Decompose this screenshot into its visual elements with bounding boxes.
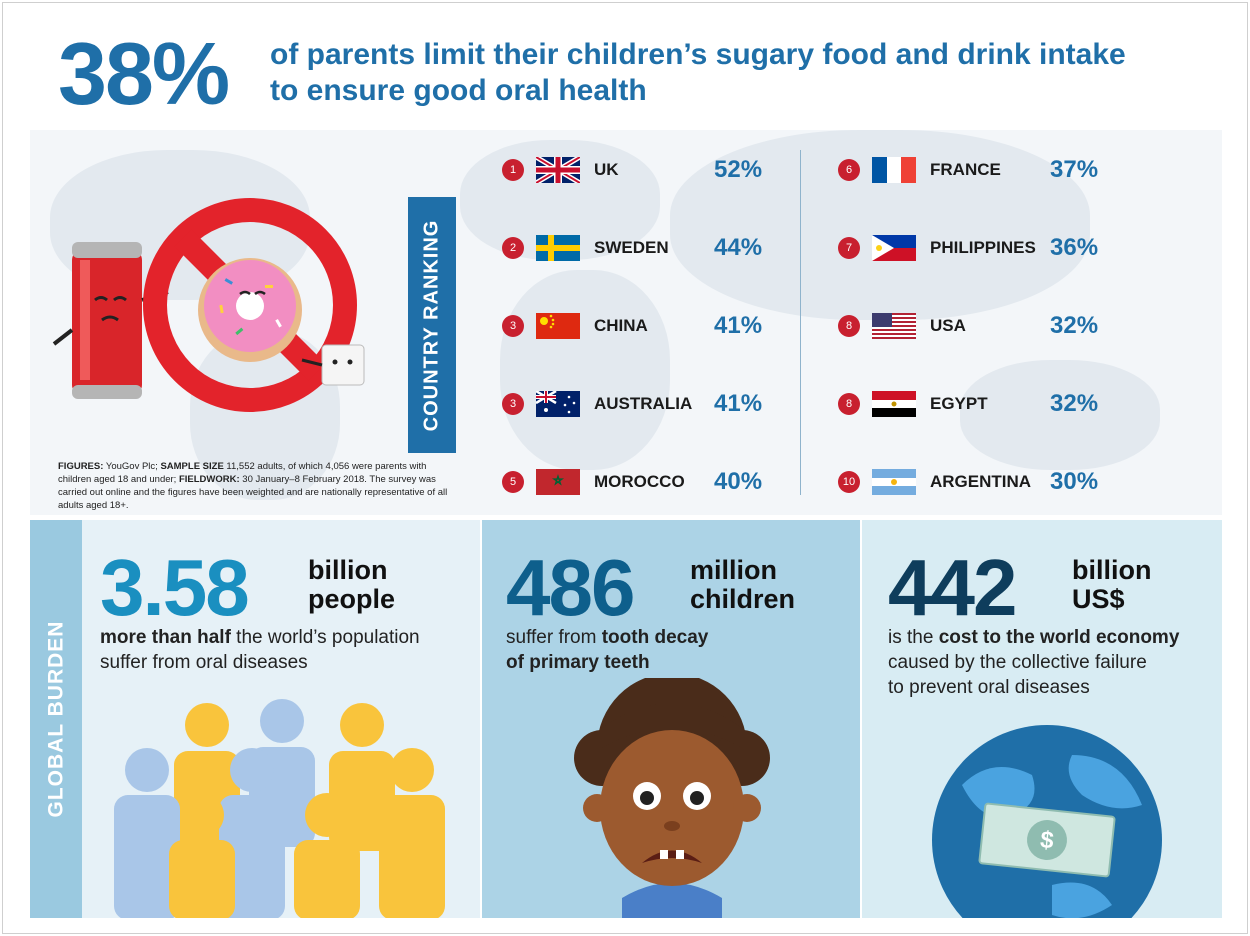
country-percentage: 52% bbox=[714, 156, 763, 183]
country-ranking-label: COUNTRY RANKING bbox=[420, 219, 443, 431]
france-flag-icon bbox=[872, 157, 916, 183]
egypt-flag-icon bbox=[872, 391, 916, 417]
rank-number-badge: 8 bbox=[838, 393, 860, 415]
country-name: CHINA bbox=[594, 316, 648, 335]
country-name: UK bbox=[594, 160, 619, 179]
rank-number-badge: 2 bbox=[502, 237, 524, 259]
ranking-row: 8 EGYPT 32% bbox=[838, 384, 1098, 424]
soda-can-icon bbox=[52, 242, 169, 399]
sugar-cube-icon bbox=[301, 344, 365, 386]
global-burden-label: GLOBAL BURDEN bbox=[44, 620, 68, 818]
ranking-row: 5 MOROCCO 40% bbox=[502, 462, 762, 502]
stat-people-unit-2: people bbox=[308, 584, 396, 614]
rank-number-badge: 3 bbox=[502, 315, 524, 337]
stat-children-panel: 486 million children suffer from tooth d… bbox=[482, 520, 860, 918]
rank-number-badge: 5 bbox=[502, 471, 524, 493]
no-sugar-illustration bbox=[50, 190, 370, 430]
country-percentage: 41% bbox=[714, 390, 763, 417]
rank-number-badge: 10 bbox=[838, 471, 860, 493]
country-name: EGYPT bbox=[930, 394, 988, 413]
ranking-row: 2 SWEDEN 44% bbox=[502, 228, 762, 268]
country-percentage: 30% bbox=[1050, 468, 1099, 495]
country-ranking-bar bbox=[408, 197, 456, 453]
stat-cost-desc-3: to prevent oral diseases bbox=[888, 677, 1090, 698]
country-percentage: 32% bbox=[1050, 312, 1099, 339]
stat-cost-desc-2: caused by the collective failure bbox=[888, 652, 1147, 673]
stat-cost-desc-1: is the cost to the world economy bbox=[888, 627, 1180, 648]
crowd-icon bbox=[114, 699, 445, 918]
ranking-divider bbox=[800, 150, 801, 495]
stat-people-desc-2: suffer from oral diseases bbox=[100, 652, 308, 673]
country-name: ARGENTINA bbox=[930, 472, 1032, 491]
stat-children-desc-2: of primary teeth bbox=[506, 652, 650, 673]
ranking-row: 1 UK 52% bbox=[502, 150, 762, 190]
country-name: PHILIPPINES bbox=[930, 238, 1036, 257]
country-percentage: 41% bbox=[714, 312, 763, 339]
country-percentage: 36% bbox=[1050, 234, 1099, 261]
global-burden-bar bbox=[30, 520, 82, 918]
ranking-row: 10 ARGENTINA 30% bbox=[838, 462, 1098, 502]
headline-line-1: of parents limit their children’s sugary… bbox=[270, 38, 1126, 71]
donut-icon bbox=[198, 258, 302, 362]
stat-people-number: 3.58 bbox=[100, 543, 250, 632]
country-percentage: 44% bbox=[714, 234, 763, 261]
country-percentage: 40% bbox=[714, 468, 763, 495]
rank-number-badge: 1 bbox=[502, 159, 524, 181]
country-name: AUSTRALIA bbox=[594, 394, 693, 413]
sweden-flag-icon bbox=[536, 235, 580, 261]
ranking-row: 3 CHINA 41% bbox=[502, 306, 762, 346]
svg-text:$: $ bbox=[1039, 826, 1056, 854]
stat-people-panel: 3.58 billion people more than half the w… bbox=[82, 520, 480, 918]
stat-cost-unit-2: US$ bbox=[1072, 584, 1125, 614]
rank-number-badge: 6 bbox=[838, 159, 860, 181]
headline-line-2: to ensure good oral health bbox=[270, 74, 647, 107]
rank-number-badge: 7 bbox=[838, 237, 860, 259]
country-name: SWEDEN bbox=[594, 238, 669, 257]
headline-percentage: 38% bbox=[58, 24, 230, 123]
usa-flag-icon bbox=[872, 313, 916, 339]
australia-flag-icon bbox=[536, 391, 580, 417]
stat-cost-panel: 442 billion US$ is the cost to the world… bbox=[862, 520, 1222, 918]
country-name: MOROCCO bbox=[594, 472, 685, 491]
stat-cost-number: 442 bbox=[888, 543, 1017, 632]
header: 38% of parents limit their children’s su… bbox=[0, 20, 1250, 130]
stat-children-number: 486 bbox=[506, 543, 635, 632]
country-name: FRANCE bbox=[930, 160, 1001, 179]
ranking-row: 7 PHILIPPINES 36% bbox=[838, 228, 1098, 268]
rank-number-badge: 8 bbox=[838, 315, 860, 337]
globe-money-icon: $ bbox=[932, 725, 1162, 918]
stat-people-desc-1: more than half the world’s population bbox=[100, 627, 420, 648]
survey-footnote: FIGURES: YouGov Plc; SAMPLE SIZE 11,552 … bbox=[58, 461, 448, 511]
stat-children-unit-1: million bbox=[690, 555, 777, 585]
child-face-icon bbox=[574, 678, 770, 918]
uk-flag-icon bbox=[536, 157, 580, 183]
morocco-flag-icon bbox=[536, 469, 580, 495]
country-percentage: 37% bbox=[1050, 156, 1099, 183]
ranking-row: 8 USA 32% bbox=[838, 306, 1098, 346]
country-name: USA bbox=[930, 316, 966, 335]
country-percentage: 32% bbox=[1050, 390, 1099, 417]
ranking-row: 3 AUSTRALIA 41% bbox=[502, 384, 762, 424]
ranking-row: 6 FRANCE 37% bbox=[838, 150, 1098, 190]
argentina-flag-icon bbox=[872, 469, 916, 495]
stat-cost-unit-1: billion bbox=[1072, 555, 1152, 585]
philippines-flag-icon bbox=[872, 235, 916, 261]
stat-people-unit-1: billion bbox=[308, 555, 388, 585]
stat-children-desc-1: suffer from tooth decay bbox=[506, 627, 709, 648]
china-flag-icon bbox=[536, 313, 580, 339]
rank-number-badge: 3 bbox=[502, 393, 524, 415]
stat-children-unit-2: children bbox=[690, 584, 796, 614]
